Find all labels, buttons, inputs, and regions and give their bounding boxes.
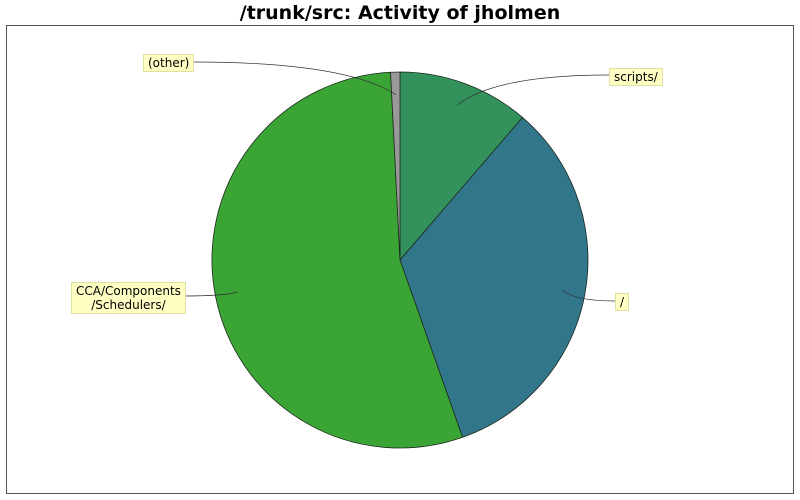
pie-slice-cca-components-schedulers bbox=[211, 71, 464, 449]
slice-label-scripts: scripts/ bbox=[609, 68, 663, 86]
pie-slice-root bbox=[399, 116, 589, 438]
leader-lines bbox=[182, 61, 616, 302]
leader-line-cca-components-schedulers bbox=[182, 291, 238, 297]
slice-label-root: / bbox=[615, 293, 630, 311]
leader-line-scripts bbox=[457, 74, 610, 106]
leader-line-root bbox=[562, 290, 616, 302]
pie-slices bbox=[211, 71, 589, 449]
slice-label-cca-components-schedulers: CCA/Components /Schedulers/ bbox=[71, 282, 186, 314]
plot-frame bbox=[6, 25, 794, 494]
pie-slice-scripts bbox=[399, 71, 524, 262]
chart-title: /trunk/src: Activity of jholmen bbox=[239, 2, 561, 24]
slice-label-other: (other) bbox=[143, 54, 195, 72]
pie-slice-other bbox=[390, 71, 401, 261]
leader-line-other bbox=[192, 61, 396, 95]
